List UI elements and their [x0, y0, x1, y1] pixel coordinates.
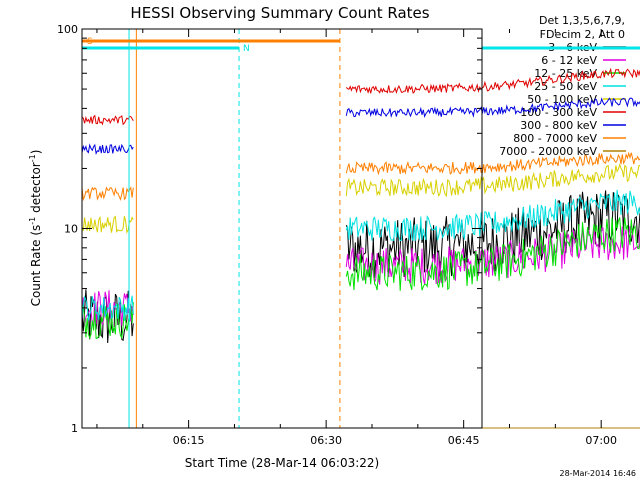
- x-tick-label: 07:00: [585, 434, 617, 447]
- y-axis-label-sup-1: -1: [28, 217, 37, 225]
- legend-entry-label: 7000 - 20000 keV: [499, 145, 597, 158]
- x-tick-label: 06:30: [310, 434, 342, 447]
- series-line-6: [81, 97, 640, 156]
- plot-frame: [81, 28, 483, 429]
- x-tick-label: 06:45: [448, 434, 480, 447]
- night-marker-label: N: [243, 44, 250, 54]
- series-line-2: [81, 217, 640, 340]
- series-line-5: [81, 67, 640, 126]
- series-line-3: [81, 189, 640, 321]
- series-line-7: [81, 151, 640, 202]
- y-axis-label-sup-2: -1: [28, 154, 37, 162]
- legend-entry-label: 100 - 300 keV: [520, 106, 597, 119]
- footer-timestamp: 28-Mar-2014 16:46: [560, 469, 637, 478]
- series-line-4: [81, 163, 640, 234]
- legend-header-1: Det 1,3,5,6,7,9,: [539, 14, 625, 27]
- y-tick-label: 100: [57, 23, 78, 36]
- y-axis-label-part-2: detector: [29, 162, 43, 217]
- saa-marker-label: S: [87, 37, 93, 47]
- legend-entry-label: 300 - 800 keV: [520, 119, 597, 132]
- y-tick-label: 1: [71, 422, 78, 435]
- legend-entry-label: 6 - 12 keV: [541, 54, 597, 67]
- legend-entry-label: 25 - 50 keV: [534, 80, 597, 93]
- y-axis-label-part-3: ): [29, 150, 43, 155]
- y-axis-label: Count Rate (s-1 detector-1): [28, 150, 43, 307]
- x-tick-label: 06:15: [173, 434, 205, 447]
- y-tick-label: 10: [64, 223, 78, 236]
- legend-header-2: FDecim 2, Att 0: [540, 28, 625, 41]
- legend-entry-label: 12 - 25 keV: [534, 67, 597, 80]
- legend: Det 1,3,5,6,7,9, FDecim 2, Att 0 3 - 6 k…: [499, 14, 626, 158]
- legend-entry-label: 800 - 7000 keV: [513, 132, 597, 145]
- chart-title: HESSI Observing Summary Count Rates: [130, 4, 429, 22]
- y-axis-label-part-1: Count Rate (s: [29, 225, 43, 307]
- x-axis-label: Start Time (28-Mar-14 06:03:22): [185, 456, 379, 470]
